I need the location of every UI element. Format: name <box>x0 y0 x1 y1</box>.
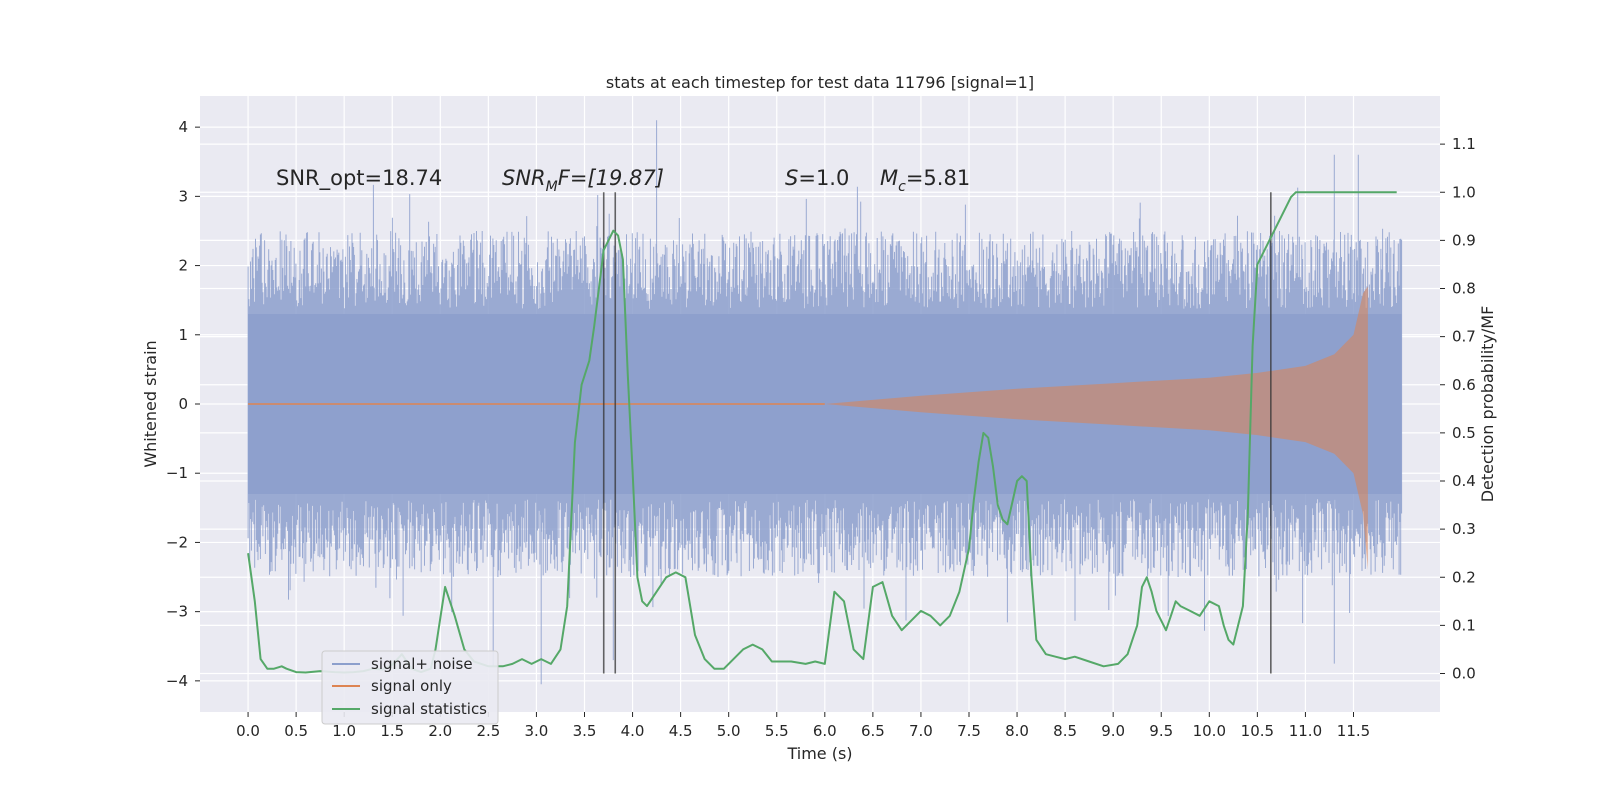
x-tick-label: 9.0 <box>1101 722 1125 740</box>
y-tick-label-right: 0.8 <box>1452 280 1476 298</box>
x-tick-label: 10.5 <box>1241 722 1274 740</box>
x-tick-label: 3.0 <box>525 722 549 740</box>
y-tick-label-right: 0.0 <box>1452 665 1476 683</box>
statistics-line <box>247 191 1397 674</box>
y-tick-label-left: 3 <box>178 187 188 205</box>
y-tick-label-left: 1 <box>178 326 188 344</box>
x-tick-label: 7.5 <box>957 722 981 740</box>
y-tick-label-left: 4 <box>178 118 188 136</box>
x-tick-label: 2.0 <box>428 722 452 740</box>
y-tick-label-right: 0.5 <box>1452 424 1476 442</box>
y-tick-label-right: 1.1 <box>1452 135 1476 153</box>
x-tick-label: 3.5 <box>573 722 597 740</box>
y-tick-label-right: 0.1 <box>1452 616 1476 634</box>
legend-label-signal-plus-noise: signal+ noise <box>371 655 473 673</box>
annotation-mc-subscript: c <box>898 179 906 195</box>
y-tick-label-right: 0.3 <box>1452 520 1476 538</box>
x-tick-label: 10.0 <box>1193 722 1226 740</box>
chart-title: stats at each timestep for test data 117… <box>606 73 1034 92</box>
x-axis: 0.0 0.5 1.0 1.5 2.0 2.5 3.0 3.5 4.0 4.5 5.0 5.5 6.0 6… <box>236 712 1370 740</box>
x-tick-label: 1.5 <box>380 722 404 740</box>
y-tick-label-right: 0.2 <box>1452 568 1476 586</box>
x-tick-label: 4.5 <box>669 722 693 740</box>
legend: signal+ noise signal only signal statist… <box>321 650 499 725</box>
x-tick-label: 5.5 <box>765 722 789 740</box>
y-axis-left: 4 3 2 1 0 −1 −2 −3 −4 <box>166 118 200 690</box>
x-tick-label: 11.0 <box>1289 722 1322 740</box>
x-tick-label: 5.0 <box>717 722 741 740</box>
x-tick-label: 4.0 <box>621 722 645 740</box>
annotation-s-symbol: S <box>785 166 798 190</box>
y-tick-label-left: 2 <box>178 257 188 275</box>
x-tick-label: 7.0 <box>909 722 933 740</box>
y-axis-label-right: Detection probability/MF <box>1478 306 1497 503</box>
y-tick-label-right: 0.9 <box>1452 231 1476 249</box>
legend-label-signal-statistics: signal statistics <box>371 700 487 718</box>
y-tick-label-left: −2 <box>166 533 188 551</box>
annotations: SNR_opt=18.74 SNRMF=[19.87] S=1.0 Mc=5.8… <box>276 166 970 195</box>
legend-box <box>321 650 499 725</box>
y-tick-label-left: 0 <box>178 395 188 413</box>
vertical-markers <box>602 192 1272 674</box>
x-tick-label: 1.0 <box>332 722 356 740</box>
annotation-s-value: =1.0 <box>798 166 849 190</box>
annotation-mc-symbol: M <box>880 166 898 190</box>
annotation-snr-mf-value: F=[19.87] <box>558 166 664 190</box>
annotation-snr-opt: SNR_opt=18.74 <box>276 166 442 191</box>
x-tick-label: 8.5 <box>1053 722 1077 740</box>
y-tick-label-left: −4 <box>166 672 188 690</box>
y-tick-label-left: −3 <box>166 603 188 621</box>
signal-envelope <box>824 286 1368 571</box>
y-tick-label-right: 1.0 <box>1452 183 1476 201</box>
series-signal-statistics <box>247 191 1397 674</box>
y-axis-label-left: Whitened strain <box>141 340 160 467</box>
x-tick-label: 11.5 <box>1337 722 1370 740</box>
legend-label-signal-only: signal only <box>371 677 452 695</box>
x-tick-label: 0.5 <box>284 722 308 740</box>
x-tick-label: 9.5 <box>1149 722 1173 740</box>
annotation-snr-mf-subscript: M <box>546 179 558 195</box>
annotation-mc-value: =5.81 <box>906 166 970 190</box>
annotation-snr-mf-symbol: SNR <box>502 166 546 190</box>
x-tick-label: 6.0 <box>813 722 837 740</box>
annotation-snr-mf: SNRMF=[19.87] <box>502 166 664 195</box>
y-tick-label-right: 0.7 <box>1452 328 1476 346</box>
annotation-mc: Mc=5.81 <box>880 166 970 195</box>
y-tick-label-left: −1 <box>166 464 188 482</box>
x-tick-label: 8.0 <box>1005 722 1029 740</box>
x-tick-label: 2.5 <box>476 722 500 740</box>
y-tick-label-right: 0.4 <box>1452 472 1476 490</box>
x-axis-label: Time (s) <box>786 744 852 763</box>
series-signal-only <box>248 286 1368 571</box>
x-tick-label: 6.5 <box>861 722 885 740</box>
y-tick-label-right: 0.6 <box>1452 376 1476 394</box>
x-tick-label: 0.0 <box>236 722 260 740</box>
annotation-s: S=1.0 <box>785 166 849 190</box>
y-axis-right: 1.1 1.0 0.9 0.8 0.7 0.6 0.5 0.4 0.3 0.2 0.1 0.0 <box>1440 135 1476 683</box>
